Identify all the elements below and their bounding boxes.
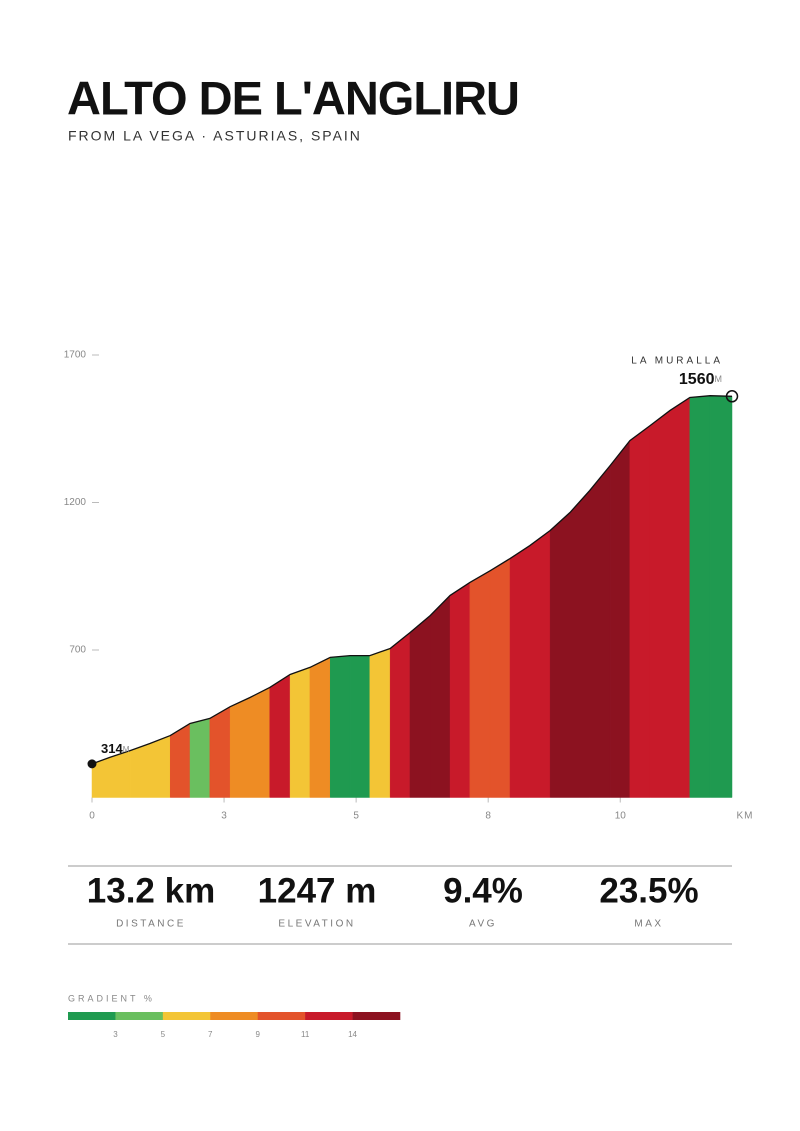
- start-label: 314M: [101, 741, 130, 756]
- y-tick-label: 1700: [64, 350, 87, 361]
- gradient-segment: [389, 632, 411, 798]
- summit-marker: [725, 390, 739, 403]
- stat-label: DISTANCE: [116, 919, 186, 930]
- summit-elevation: 1560: [679, 371, 715, 388]
- gradient-segment: [249, 687, 271, 798]
- gradient-segment: [669, 397, 691, 798]
- gradient-segment: [509, 545, 531, 798]
- start-elevation: 314: [101, 741, 123, 756]
- x-tick-label: 3: [221, 811, 227, 822]
- x-tick-label: 10: [615, 811, 627, 822]
- legend-tick-label: 11: [301, 1030, 310, 1039]
- gradient-segment: [529, 530, 551, 798]
- gradient-segment: [549, 511, 571, 798]
- legend-swatch: [68, 1012, 116, 1020]
- start-unit: M: [123, 745, 130, 754]
- gradient-segment: [589, 464, 611, 798]
- stat-value: 1247 m: [258, 871, 377, 910]
- gradient-segment: [269, 674, 291, 798]
- legend-title: GRADIENT %: [68, 993, 155, 1003]
- legend-tick-label: 14: [348, 1030, 357, 1039]
- gradient-segment: [689, 395, 711, 798]
- profile-fill: [91, 395, 733, 798]
- legend-swatch: [352, 1012, 401, 1020]
- gradient-segment: [129, 743, 151, 798]
- legend-tick-label: 9: [255, 1030, 260, 1039]
- x-unit: KM: [737, 811, 754, 822]
- gradient-segment: [409, 614, 431, 798]
- gradient-segment: [649, 409, 671, 798]
- legend-tick-label: 7: [208, 1030, 213, 1039]
- legend-swatch: [257, 1012, 306, 1020]
- stat-label: MAX: [634, 919, 663, 930]
- stat-value: 13.2 km: [87, 871, 215, 910]
- legend-tick-label: 3: [113, 1030, 118, 1039]
- gradient-segment: [209, 706, 231, 798]
- gradient-segment: [169, 723, 191, 798]
- gradient-segment: [569, 489, 591, 798]
- x-tick-label: 8: [485, 811, 491, 822]
- gradient-segment: [469, 570, 491, 798]
- start-marker: [87, 759, 97, 769]
- y-tick-label: 1200: [64, 497, 87, 508]
- gradient-segment: [109, 750, 131, 798]
- gradient-segment: [349, 655, 371, 798]
- gradient-segment: [189, 718, 211, 798]
- stat-label: ELEVATION: [278, 919, 355, 930]
- stat-value: 23.5%: [599, 871, 698, 910]
- legend-tick-label: 5: [161, 1030, 166, 1039]
- summit-unit: M: [715, 374, 723, 384]
- gradient-segment: [149, 735, 171, 798]
- legend-swatch: [162, 1012, 211, 1020]
- gradient-segment: [329, 655, 351, 798]
- gradient-segment: [609, 439, 631, 798]
- gradient-segment: [229, 697, 251, 798]
- summit-label: 1560M: [679, 371, 722, 388]
- gradient-segment: [430, 594, 451, 798]
- subtitle: FROM LA VEGA · ASTURIAS, SPAIN: [68, 128, 362, 144]
- gradient-segment: [369, 648, 391, 798]
- gradient-segment: [489, 558, 511, 798]
- gradient-segment: [629, 425, 651, 798]
- legend-swatch: [210, 1012, 259, 1020]
- y-tick-label: 700: [69, 645, 86, 656]
- stat-label: AVG: [469, 919, 497, 930]
- gradient-segment: [309, 656, 331, 798]
- title: ALTO DE L'ANGLIRU: [67, 71, 519, 124]
- gradient-segment: [709, 395, 733, 798]
- x-tick-label: 0: [89, 811, 95, 822]
- stat-value: 9.4%: [443, 871, 523, 910]
- profile-line: [91, 395, 733, 765]
- legend-swatch: [115, 1012, 164, 1020]
- x-tick-label: 5: [353, 811, 359, 822]
- legend-swatch: [305, 1012, 353, 1020]
- summit-name: LA MURALLA: [631, 356, 723, 367]
- gradient-segment: [289, 667, 311, 798]
- gradient-segment: [449, 581, 471, 798]
